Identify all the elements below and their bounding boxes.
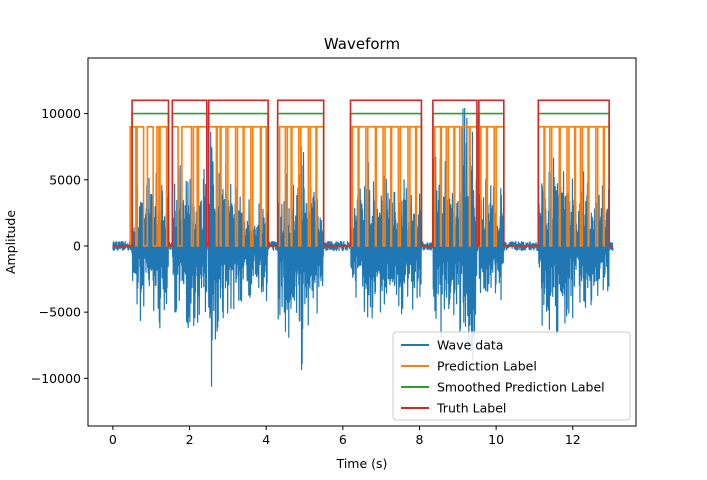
chart-title: Waveform xyxy=(324,35,400,53)
series-prediction-label xyxy=(112,126,614,247)
legend-entry: Prediction Label xyxy=(401,359,537,374)
series-truth-label xyxy=(112,99,614,247)
x-tick-label: 6 xyxy=(339,432,347,447)
legend-entry: Wave data xyxy=(401,338,503,353)
series-layer xyxy=(112,99,614,387)
legend-label: Smoothed Prediction Label xyxy=(437,380,605,395)
y-tick-label: 0 xyxy=(73,238,81,253)
x-tick-label: 4 xyxy=(262,432,270,447)
legend-label: Prediction Label xyxy=(437,359,537,374)
x-tick-label: 0 xyxy=(109,432,117,447)
legend-label: Truth Label xyxy=(436,401,506,416)
legend-label: Wave data xyxy=(437,338,503,353)
x-tick-label: 10 xyxy=(488,432,504,447)
x-axis-title: Time (s) xyxy=(336,456,388,471)
legend-box xyxy=(392,331,631,421)
legend-entry: Smoothed Prediction Label xyxy=(401,380,605,395)
legend-entry: Truth Label xyxy=(401,401,506,416)
x-tick-label: 2 xyxy=(186,432,194,447)
x-tick-label: 12 xyxy=(565,432,581,447)
x-tick-label: 8 xyxy=(416,432,424,447)
x-axis: 0 2 4 6 8 10 12 xyxy=(109,426,581,447)
y-tick-label: −5000 xyxy=(39,305,81,320)
y-tick-label: 10000 xyxy=(41,106,81,121)
y-tick-label: −10000 xyxy=(31,371,81,386)
y-axis: −10000 −5000 0 5000 10000 xyxy=(31,106,88,386)
legend: Wave data Prediction Label Smoothed Predic… xyxy=(392,331,631,421)
plot-frame xyxy=(87,57,637,427)
y-axis-title: Amplitude xyxy=(3,210,18,274)
y-tick-label: 5000 xyxy=(49,172,81,187)
